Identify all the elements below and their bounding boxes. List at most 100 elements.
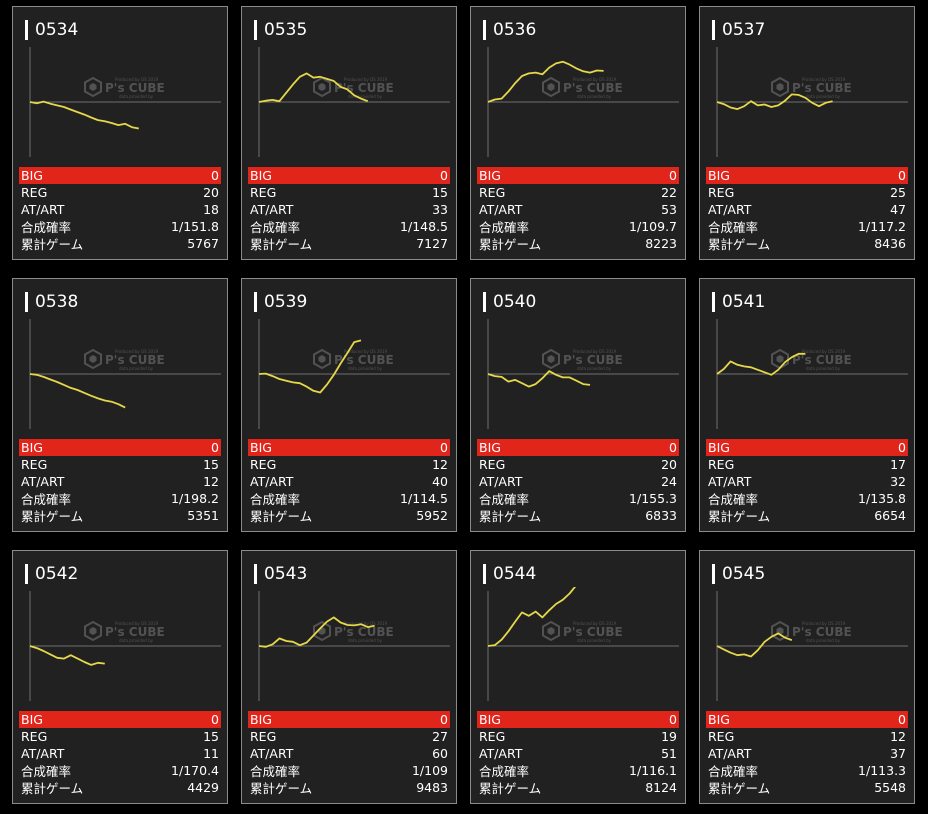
machine-card[interactable]: 0539 Produced by DS 2019 P's CUBE data prov… <box>241 278 457 532</box>
payout-line <box>258 339 362 394</box>
header-accent-bar <box>712 20 715 40</box>
at-art-row: AT/ART 11 <box>19 745 221 762</box>
watermark-top-line: Produced by DS 2019 <box>802 621 846 626</box>
big-label: BIG <box>250 440 272 455</box>
cube-core <box>89 355 97 363</box>
reg-value: 15 <box>203 457 219 472</box>
cube-core <box>89 83 97 91</box>
payout-line <box>29 645 105 666</box>
machine-card[interactable]: 0544 Produced by DS 2019 P's CUBE data prov… <box>470 550 686 804</box>
watermark-bottom-line: data provided by <box>348 94 383 99</box>
card-header: 0545 <box>712 563 765 585</box>
machine-card[interactable]: 0535 Produced by DS 2019 P's CUBE data prov… <box>241 6 457 260</box>
watermark-bottom-line: data provided by <box>119 638 154 643</box>
machine-card[interactable]: 0542 Produced by DS 2019 P's CUBE data prov… <box>12 550 228 804</box>
big-value: 0 <box>211 712 219 727</box>
big-row: BIG 0 <box>19 167 221 184</box>
total-games-row: 累計ゲーム 7127 <box>248 235 450 252</box>
combined-probability-label: 合成確率 <box>479 764 530 779</box>
reg-row: REG 20 <box>19 184 221 201</box>
card-header: 0536 <box>483 19 536 41</box>
combined-probability-row: 合成確率 1/116.1 <box>477 762 679 779</box>
big-value: 0 <box>211 168 219 183</box>
payout-graph: Produced by DS 2019 P's CUBE data provided… <box>242 43 456 163</box>
reg-row: REG 12 <box>248 456 450 473</box>
combined-probability-label: 合成確率 <box>250 764 301 779</box>
at-art-label: AT/ART <box>21 474 65 489</box>
stats-table: BIG 0 REG 15 AT/ART 11 合成確率 1/170.4 累計ゲーム 4429 <box>19 711 221 796</box>
reg-row: REG 20 <box>477 456 679 473</box>
big-value: 0 <box>440 712 448 727</box>
reg-value: 15 <box>203 729 219 744</box>
combined-probability-label: 合成確率 <box>250 492 301 507</box>
reg-value: 22 <box>661 185 677 200</box>
combined-probability-label: 合成確率 <box>708 220 759 235</box>
big-label: BIG <box>21 440 43 455</box>
total-games-label: 累計ゲーム <box>479 781 542 796</box>
total-games-row: 累計ゲーム 6833 <box>477 507 679 524</box>
machine-card[interactable]: 0536 Produced by DS 2019 P's CUBE data prov… <box>470 6 686 260</box>
reg-label: REG <box>708 457 735 472</box>
machine-card[interactable]: 0534 Produced by DS 2019 P's CUBE data prov… <box>12 6 228 260</box>
at-art-label: AT/ART <box>250 202 294 217</box>
total-games-row: 累計ゲーム 6654 <box>706 507 908 524</box>
total-games-label: 累計ゲーム <box>250 509 313 524</box>
reg-label: REG <box>21 729 48 744</box>
machine-card[interactable]: 0538 Produced by DS 2019 P's CUBE data prov… <box>12 278 228 532</box>
payout-line <box>258 72 369 103</box>
at-art-row: AT/ART 18 <box>19 201 221 218</box>
reg-label: REG <box>21 457 48 472</box>
reg-label: REG <box>708 729 735 744</box>
reg-row: REG 27 <box>248 728 450 745</box>
combined-probability-label: 合成確率 <box>479 492 530 507</box>
total-games-value: 6833 <box>645 508 677 523</box>
combined-probability-value: 1/109 <box>411 763 448 778</box>
combined-probability-label: 合成確率 <box>708 764 759 779</box>
total-games-value: 5351 <box>187 508 219 523</box>
big-value: 0 <box>669 440 677 455</box>
cube-icon <box>542 76 560 98</box>
combined-probability-row: 合成確率 1/148.5 <box>248 218 450 235</box>
watermark-bottom-line: data provided by <box>806 94 841 99</box>
big-row: BIG 0 <box>706 711 908 728</box>
header-accent-bar <box>25 20 28 40</box>
at-art-row: AT/ART 12 <box>19 473 221 490</box>
payout-line <box>29 373 126 409</box>
total-games-value: 8124 <box>645 780 677 795</box>
cube-icon <box>84 76 102 98</box>
at-art-row: AT/ART 32 <box>706 473 908 490</box>
combined-probability-row: 合成確率 1/155.3 <box>477 490 679 507</box>
reg-label: REG <box>21 185 48 200</box>
reg-label: REG <box>708 185 735 200</box>
big-label: BIG <box>708 168 730 183</box>
machine-card[interactable]: 0543 Produced by DS 2019 P's CUBE data prov… <box>241 550 457 804</box>
payout-line <box>258 616 375 648</box>
reg-value: 20 <box>203 185 219 200</box>
at-art-row: AT/ART 47 <box>706 201 908 218</box>
stats-table: BIG 0 REG 17 AT/ART 32 合成確率 1/135.8 累計ゲーム 6654 <box>706 439 908 524</box>
watermark-bottom-line: data provided by <box>577 366 612 371</box>
cube-icon <box>542 348 560 370</box>
machine-card[interactable]: 0541 Produced by DS 2019 P's CUBE data prov… <box>699 278 915 532</box>
watermark-bottom-line: data provided by <box>806 366 841 371</box>
watermark-brand: P's CUBE <box>334 625 394 639</box>
machine-card[interactable]: 0537 Produced by DS 2019 P's CUBE data prov… <box>699 6 915 260</box>
machine-card[interactable]: 0545 Produced by DS 2019 P's CUBE data prov… <box>699 550 915 804</box>
machine-card[interactable]: 0540 Produced by DS 2019 P's CUBE data prov… <box>470 278 686 532</box>
watermark-brand: P's CUBE <box>105 81 165 95</box>
reg-row: REG 22 <box>477 184 679 201</box>
big-label: BIG <box>479 168 501 183</box>
at-art-label: AT/ART <box>250 474 294 489</box>
watermark-bottom-line: data provided by <box>119 94 154 99</box>
payout-line <box>716 352 806 376</box>
